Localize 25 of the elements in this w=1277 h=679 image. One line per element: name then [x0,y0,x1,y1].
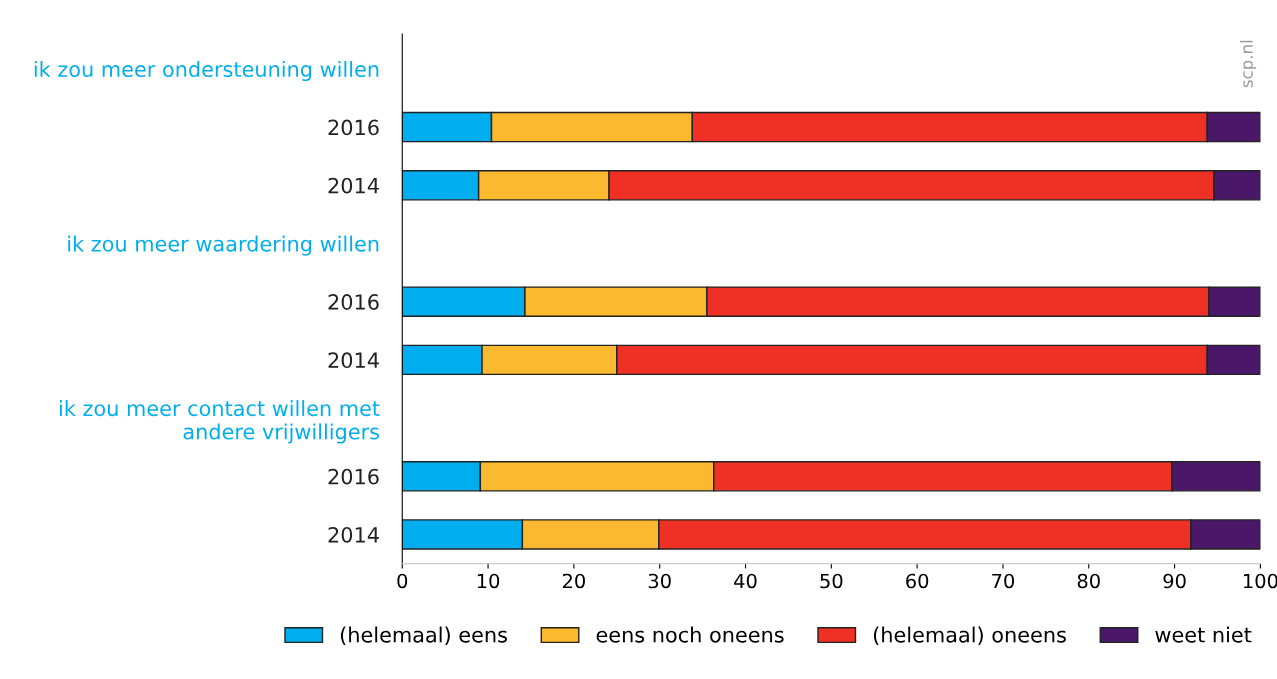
y-tick-label: 2014 [328,177,379,194]
y-tick-label: 2016 [328,119,379,136]
x-tick-label: 10 [477,573,500,589]
x-tick-label: 50 [820,573,843,589]
annotation: scp.nl [1239,40,1257,88]
y-tick-label: 2016 [328,468,379,485]
legend-label: (helemaal) eens [340,626,507,646]
x-tick-label: 0 [397,573,408,589]
legend-label: eens noch oneens [596,626,784,643]
legend-label: (helemaal) oneens [873,626,1066,646]
y-tick-label: ik zou meer contact willen met andere vrijwilligers [59,400,380,444]
x-tick-label: 70 [992,573,1015,589]
x-tick-label: 80 [1077,573,1100,589]
x-tick-label: 20 [562,573,585,589]
legend-label: weet niet [1155,626,1252,643]
y-tick-label: 2016 [328,294,379,310]
y-tick-label: 2014 [328,352,379,369]
x-tick-label: 90 [1163,573,1186,589]
y-tick-label: ik zou meer waardering willen [68,235,379,256]
x-tick-label: 100 [1243,573,1277,589]
y-tick-label: ik zou meer ondersteuning willen [34,60,379,82]
x-tick-label: 30 [648,573,671,589]
x-tick-label: 60 [906,573,929,589]
x-tick-label: 40 [734,573,757,589]
y-tick-label: 2014 [328,526,379,543]
